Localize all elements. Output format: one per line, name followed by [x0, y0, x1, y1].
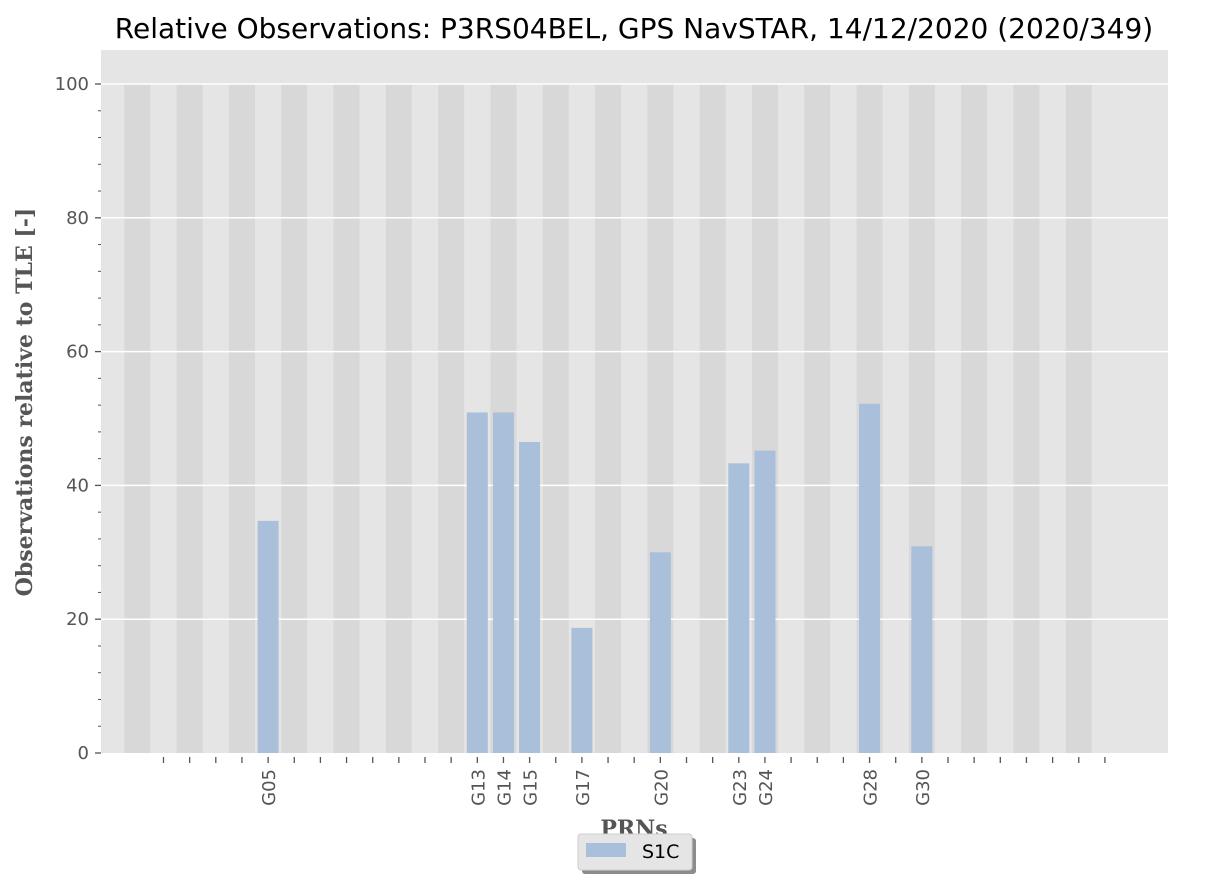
y-tick-label: 40	[66, 475, 89, 496]
background-stripe	[333, 84, 360, 753]
x-tick-label-g20: G20	[651, 769, 672, 806]
y-tick-label: 80	[66, 208, 89, 229]
y-axis-label: Observations relative to TLE [-]	[12, 208, 38, 597]
x-axis: G05 G13 G14 G15 G17 G20 G23 G24 G28 G30	[162, 757, 1106, 806]
chart-title: Relative Observations: P3RS04BEL, GPS Na…	[115, 12, 1153, 45]
bar-g15	[519, 441, 541, 753]
bar-g20	[649, 552, 671, 753]
x-tick-label-g30: G30	[913, 769, 934, 806]
plot-area	[101, 50, 1168, 753]
y-axis: 0 20 40 60 80 100	[55, 74, 101, 764]
bar-g30	[911, 546, 933, 753]
bar-g24	[754, 450, 776, 753]
y-tick-label: 60	[66, 342, 89, 363]
x-tick-label-g28: G28	[861, 769, 882, 806]
legend-swatch	[586, 843, 626, 857]
background-stripe	[542, 84, 569, 753]
bars	[257, 403, 933, 753]
bar-g28	[859, 403, 881, 753]
x-tick-label-g17: G17	[573, 769, 594, 806]
bar-g14	[492, 412, 514, 753]
background-stripe	[1065, 84, 1092, 753]
background-stripe	[699, 84, 726, 753]
legend-label: S1C	[642, 841, 679, 863]
legend: S1C	[577, 833, 696, 874]
background-stripe	[281, 84, 308, 753]
y-tick-label: 20	[66, 609, 89, 630]
y-tick-label: 0	[78, 743, 89, 764]
x-tick-label-g05: G05	[259, 769, 280, 806]
bar-g17	[571, 627, 593, 753]
bar-g13	[466, 412, 488, 753]
x-tick-label-g15: G15	[521, 769, 542, 806]
x-tick-label-g13: G13	[468, 769, 489, 806]
background-stripe	[595, 84, 622, 753]
bar-g23	[728, 463, 750, 753]
background-stripe	[385, 84, 412, 753]
background-stripe	[804, 84, 831, 753]
x-tick-label-g24: G24	[756, 769, 777, 806]
x-tick-label-g23: G23	[730, 769, 751, 806]
x-tick-label-g14: G14	[494, 769, 515, 806]
y-gridlines	[101, 83, 1168, 620]
background-stripe	[438, 84, 465, 753]
background-stripe	[124, 84, 151, 753]
background-stripe	[228, 84, 255, 753]
background-stripe	[176, 84, 203, 753]
background-stripe	[961, 84, 988, 753]
y-tick-label: 100	[55, 74, 89, 95]
background-stripe	[1013, 84, 1040, 753]
bar-g05	[257, 520, 279, 753]
